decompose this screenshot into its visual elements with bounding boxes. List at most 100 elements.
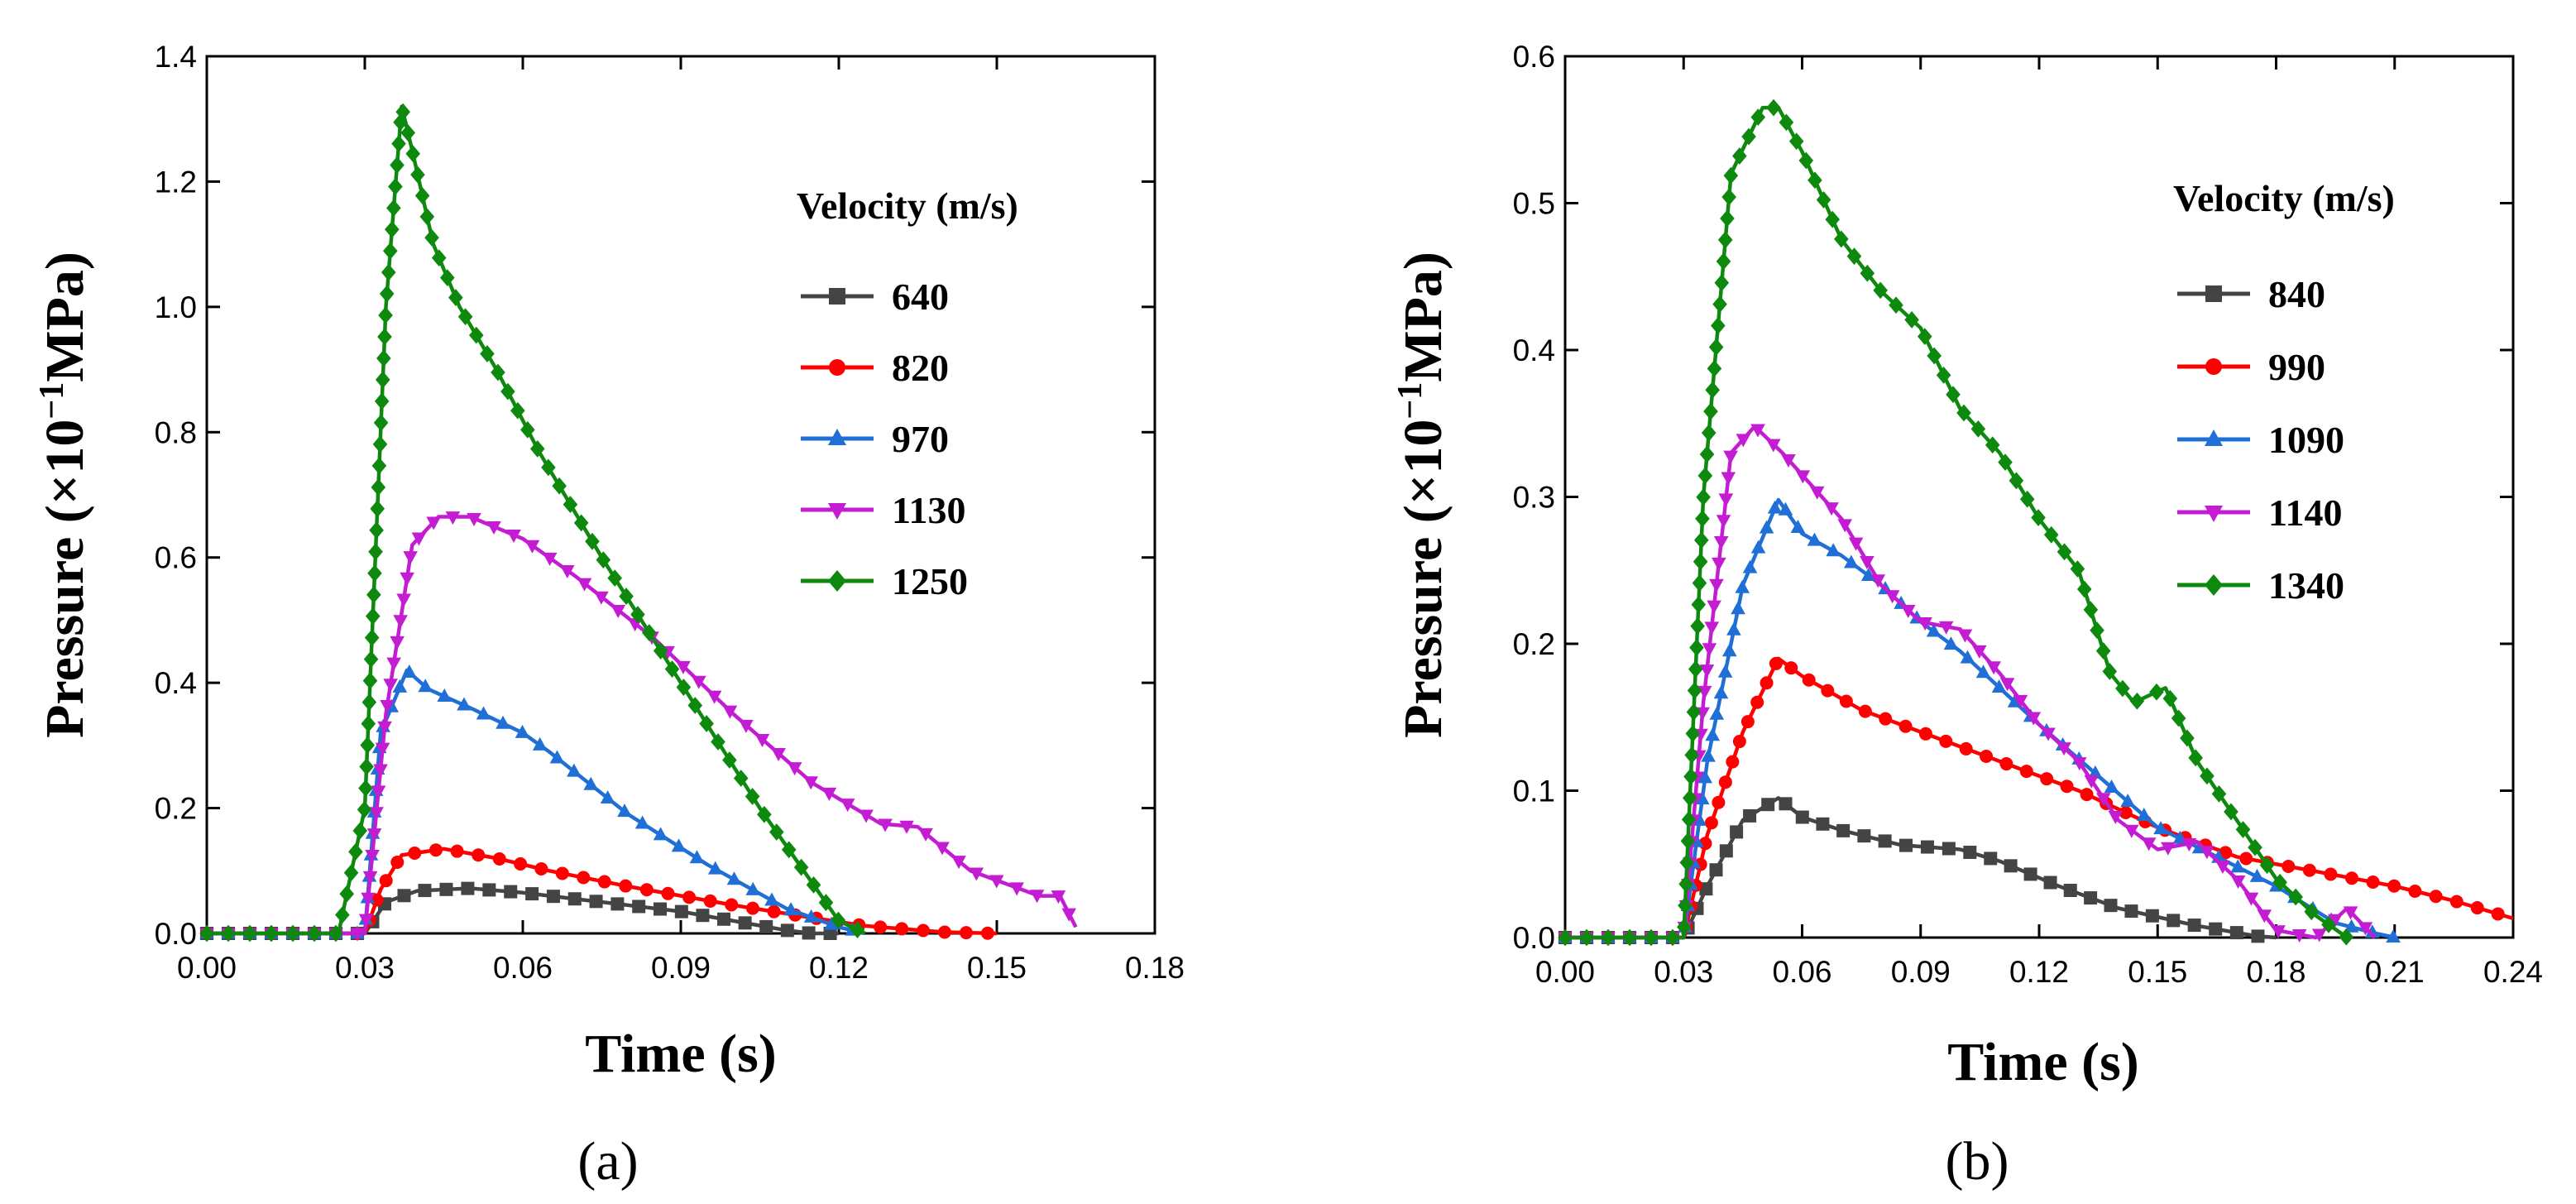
data-point-840: [1920, 840, 1934, 854]
data-point-1250: [480, 345, 495, 362]
data-point-840: [1709, 863, 1723, 877]
data-point-1140: [1723, 450, 1738, 464]
data-point-1130: [383, 679, 398, 693]
data-point-640: [397, 889, 411, 903]
data-point-990: [1712, 795, 1726, 809]
data-point-1340: [2102, 663, 2118, 680]
data-point-1130: [400, 572, 414, 586]
data-point-1250: [367, 564, 382, 583]
data-point-1340: [2129, 692, 2145, 710]
data-point-1340: [1714, 274, 1730, 292]
data-point-840: [2167, 914, 2181, 928]
data-point-840: [1743, 808, 1757, 823]
legend-item-970: 970: [801, 418, 949, 460]
data-point-1340: [1712, 295, 1727, 314]
data-point-1250: [711, 733, 725, 751]
data-point-990: [2491, 907, 2505, 921]
data-point-640: [632, 899, 646, 914]
data-point-820: [917, 923, 931, 938]
data-point-1340: [1622, 928, 1637, 947]
data-point-990: [1839, 694, 1853, 708]
data-point-1140: [1712, 557, 1726, 571]
data-point-1340: [1681, 810, 1697, 828]
y-axis-title-b: Pressure (×10−1MPa): [1391, 252, 1453, 738]
data-point-1250: [368, 543, 383, 561]
data-point-1130: [403, 551, 418, 565]
data-point-970: [457, 697, 472, 711]
data-point-1250: [374, 392, 390, 410]
data-point-1250: [596, 551, 611, 568]
data-point-1130: [365, 850, 380, 864]
legend-label-1140: 1140: [2268, 492, 2342, 534]
data-point-1140: [2327, 914, 2343, 928]
data-point-970: [476, 706, 491, 720]
data-point-1340: [1692, 574, 1707, 592]
series-1250: [199, 103, 866, 943]
data-point-1250: [366, 586, 381, 604]
data-point-1340: [2200, 767, 2214, 785]
data-point-1340: [1690, 617, 1705, 636]
data-point-1340: [1946, 386, 1961, 404]
data-point-820: [745, 901, 759, 915]
data-point-1090: [2120, 793, 2135, 807]
data-point-1090: [1778, 501, 1793, 516]
data-point-1130: [951, 856, 966, 870]
data-point-1250: [199, 924, 214, 943]
data-point-1340: [2090, 621, 2104, 640]
data-point-1140: [2026, 712, 2042, 726]
data-point-990: [1858, 704, 1872, 718]
data-point-1090: [1735, 579, 1750, 593]
data-point-990: [2345, 871, 2359, 885]
data-point-1250: [457, 308, 473, 326]
data-point-970: [418, 679, 433, 693]
data-point-1130: [706, 690, 722, 704]
legend-label-970: 970: [892, 418, 949, 460]
data-point-1140: [2161, 842, 2176, 856]
data-point-1140: [2311, 928, 2327, 943]
data-point-1340: [1685, 725, 1701, 742]
data-point-1130: [486, 521, 501, 535]
data-point-1090: [1697, 770, 1713, 784]
data-point-1250: [285, 924, 300, 943]
data-point-1250: [391, 135, 406, 153]
data-point-1130: [787, 762, 802, 776]
data-point-820: [703, 894, 717, 908]
data-point-1130: [878, 818, 893, 832]
data-point-1090: [1991, 679, 2007, 693]
data-point-990: [1939, 734, 1953, 748]
data-point-840: [2023, 867, 2037, 881]
data-point-1090: [2364, 924, 2380, 938]
data-point-640: [482, 883, 496, 897]
data-point-820: [874, 920, 888, 934]
x-tick-label: 0.00: [1535, 955, 1595, 989]
data-point-1250: [307, 924, 322, 943]
data-point-1340: [1679, 853, 1695, 871]
data-point-1250: [757, 805, 772, 823]
data-point-640: [780, 923, 794, 938]
data-point-1340: [2009, 472, 2024, 490]
data-point-820: [514, 857, 528, 871]
data-point-1130: [969, 867, 984, 881]
data-point-970: [515, 724, 530, 738]
data-point-1250: [510, 401, 525, 420]
data-point-1340: [2259, 856, 2275, 875]
y-tick-label: 0.6: [1513, 40, 1555, 74]
data-point-990: [1760, 676, 1774, 690]
legend-marker-1250: [828, 570, 846, 592]
data-point-1250: [352, 822, 368, 840]
x-tick-label: 0.18: [2246, 955, 2305, 989]
data-point-1140: [1972, 645, 1987, 659]
data-point-1090: [1713, 685, 1729, 699]
data-point-1340: [2115, 679, 2130, 698]
data-point-1130: [754, 733, 770, 747]
data-point-990: [1999, 757, 2013, 771]
data-point-1340: [1741, 127, 1756, 146]
data-point-1090: [1767, 500, 1783, 514]
x-tick-label: 0.12: [2009, 955, 2069, 989]
data-point-1130: [1061, 908, 1077, 922]
data-point-1340: [1683, 768, 1698, 785]
data-point-820: [534, 862, 548, 876]
x-tick-label: 0.06: [1772, 955, 1831, 989]
data-point-1340: [1701, 424, 1717, 442]
data-point-820: [429, 843, 443, 857]
